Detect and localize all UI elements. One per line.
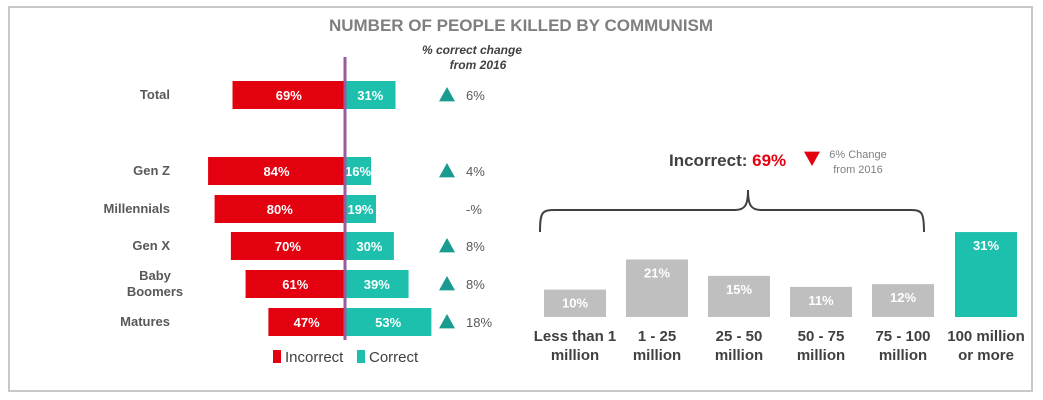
group-label: Gen X bbox=[132, 238, 170, 253]
category-label: Less than 1 bbox=[534, 328, 617, 345]
incorrect-bar-label: 61% bbox=[282, 277, 308, 292]
callout-text: Incorrect: 69% bbox=[669, 151, 786, 170]
incorrect-bar bbox=[268, 308, 345, 336]
change-value: 4% bbox=[466, 164, 485, 179]
legend-swatch-incorrect bbox=[273, 350, 281, 363]
change-header: from 2016 bbox=[450, 58, 507, 72]
column-label: 31% bbox=[973, 238, 999, 253]
incorrect-bar-label: 80% bbox=[267, 202, 293, 217]
correct-bar bbox=[345, 81, 396, 109]
column-bar bbox=[544, 289, 606, 317]
group-label: Boomers bbox=[127, 284, 183, 299]
incorrect-bar-label: 47% bbox=[294, 315, 320, 330]
category-label: 100 million bbox=[947, 328, 1025, 345]
correct-bar-label: 30% bbox=[356, 239, 382, 254]
correct-bar bbox=[345, 195, 376, 223]
category-label: million bbox=[633, 347, 681, 364]
correct-bar-label: 31% bbox=[357, 88, 383, 103]
legend-label-incorrect: Incorrect bbox=[285, 349, 344, 366]
incorrect-bar bbox=[208, 157, 345, 185]
change-value: -% bbox=[466, 202, 482, 217]
callout-change: from 2016 bbox=[833, 164, 883, 176]
chart-frame bbox=[8, 6, 1033, 392]
incorrect-bar bbox=[232, 81, 345, 109]
correct-bar-label: 39% bbox=[364, 277, 390, 292]
category-label: or more bbox=[958, 347, 1014, 364]
up-arrow-icon bbox=[439, 238, 455, 253]
up-arrow-icon bbox=[439, 163, 455, 178]
category-label: 75 - 100 bbox=[875, 328, 930, 345]
callout-change: 6% Change bbox=[829, 149, 887, 161]
category-label: million bbox=[715, 347, 763, 364]
incorrect-bar bbox=[245, 270, 345, 298]
category-label: million bbox=[797, 347, 845, 364]
legend-label-correct: Correct bbox=[369, 349, 419, 366]
category-label: million bbox=[551, 347, 599, 364]
change-value: 6% bbox=[466, 88, 485, 103]
column-bar bbox=[708, 275, 770, 317]
bracket bbox=[539, 189, 925, 233]
correct-bar-label: 16% bbox=[345, 164, 371, 179]
change-value: 8% bbox=[466, 239, 485, 254]
callout-label: Incorrect: bbox=[669, 151, 752, 170]
change-header: % correct change bbox=[422, 43, 522, 57]
group-label: Total bbox=[140, 87, 170, 102]
category-label: million bbox=[879, 347, 927, 364]
category-label: 25 - 50 bbox=[716, 328, 763, 345]
correct-bar bbox=[345, 308, 432, 336]
column-label: 10% bbox=[562, 296, 588, 311]
change-value: 8% bbox=[466, 277, 485, 292]
column-bar bbox=[955, 232, 1017, 317]
incorrect-bar bbox=[214, 195, 345, 223]
change-value: 18% bbox=[466, 315, 492, 330]
group-label: Millennials bbox=[104, 201, 170, 216]
column-bar bbox=[790, 286, 852, 317]
column-label: 11% bbox=[808, 293, 834, 308]
up-arrow-icon bbox=[439, 314, 455, 329]
category-label: 1 - 25 bbox=[638, 328, 676, 345]
column-bar bbox=[626, 259, 688, 317]
column-label: 15% bbox=[726, 282, 752, 297]
correct-bar-label: 19% bbox=[347, 202, 373, 217]
group-label: Matures bbox=[120, 314, 170, 329]
column-label: 12% bbox=[890, 290, 916, 305]
legend-swatch-correct bbox=[357, 350, 365, 363]
chart-title: NUMBER OF PEOPLE KILLED BY COMMUNISM bbox=[329, 16, 713, 35]
incorrect-bar-label: 70% bbox=[275, 239, 301, 254]
correct-bar-label: 53% bbox=[375, 315, 401, 330]
correct-bar bbox=[345, 232, 394, 260]
column-label: 21% bbox=[644, 265, 670, 280]
category-label: 50 - 75 bbox=[798, 328, 845, 345]
up-arrow-icon bbox=[439, 87, 455, 102]
group-label: Baby bbox=[139, 268, 172, 283]
incorrect-bar bbox=[230, 232, 345, 260]
incorrect-bar-label: 69% bbox=[276, 88, 302, 103]
correct-bar bbox=[345, 270, 409, 298]
incorrect-bar-label: 84% bbox=[264, 164, 290, 179]
column-bar bbox=[872, 284, 934, 317]
up-arrow-icon bbox=[439, 276, 455, 291]
correct-bar bbox=[345, 157, 372, 185]
callout-value: 69% bbox=[752, 151, 786, 170]
group-label: Gen Z bbox=[133, 163, 170, 178]
down-arrow-icon bbox=[804, 151, 820, 166]
